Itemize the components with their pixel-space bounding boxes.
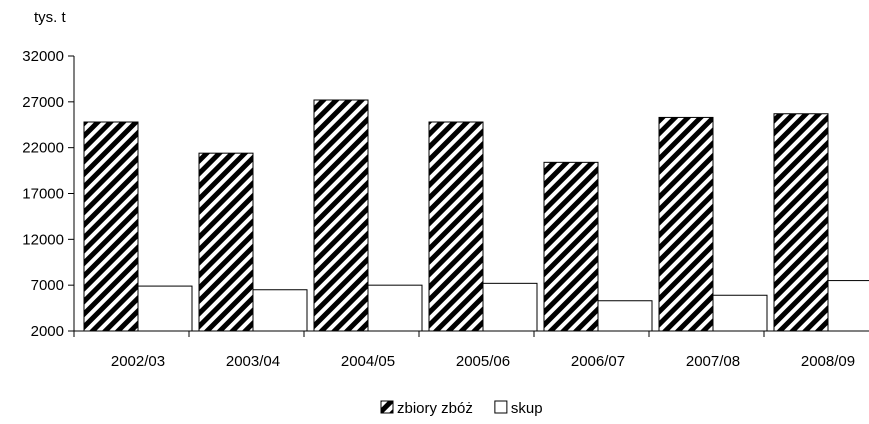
bar-zbiory-2007-08 xyxy=(658,116,714,332)
x-tick-label: 2007/08 xyxy=(686,353,740,370)
y-tick-label: 22000 xyxy=(22,140,64,157)
y-tick-label: 12000 xyxy=(22,231,64,248)
bar-skup-2005-06 xyxy=(482,282,538,332)
x-tick-label: 2008/09 xyxy=(801,353,855,370)
bar-skup-2003-04 xyxy=(252,289,308,332)
x-tick-label: 2005/06 xyxy=(456,353,510,370)
bar-zbiory-2006-07 xyxy=(543,161,599,332)
y-tick-label: 7000 xyxy=(31,277,64,294)
bar-skup-2007-08 xyxy=(712,294,768,332)
bar-skup-2004-05 xyxy=(367,284,423,332)
legend-swatch-zbiory xyxy=(380,400,394,414)
y-tick-label: 27000 xyxy=(22,94,64,111)
legend-label-skup: skup xyxy=(511,400,543,417)
bar-skup-2008-09 xyxy=(827,280,869,332)
y-tick-label: 2000 xyxy=(31,323,64,340)
x-tick-label: 2002/03 xyxy=(111,353,165,370)
y-axis-label: tys. t xyxy=(34,9,67,26)
bar-zbiory-2008-09 xyxy=(773,113,829,332)
legend-swatch-skup xyxy=(494,400,508,414)
x-tick-label: 2006/07 xyxy=(571,353,625,370)
y-tick-label: 17000 xyxy=(22,186,64,203)
bar-zbiory-2004-05 xyxy=(313,99,369,332)
bar-skup-2006-07 xyxy=(597,300,653,332)
y-tick-label: 32000 xyxy=(22,48,64,65)
legend: zbiory zbóż skup xyxy=(380,400,543,417)
bar-zbiory-2002-03 xyxy=(83,121,139,332)
bar-skup-2002-03 xyxy=(137,285,193,332)
x-tick-label: 2004/05 xyxy=(341,353,395,370)
x-tick-label: 2003/04 xyxy=(226,353,280,370)
bar-zbiory-2005-06 xyxy=(428,121,484,332)
bar-zbiory-2003-04 xyxy=(198,152,254,332)
legend-label-zbiory: zbiory zbóż xyxy=(397,400,473,417)
